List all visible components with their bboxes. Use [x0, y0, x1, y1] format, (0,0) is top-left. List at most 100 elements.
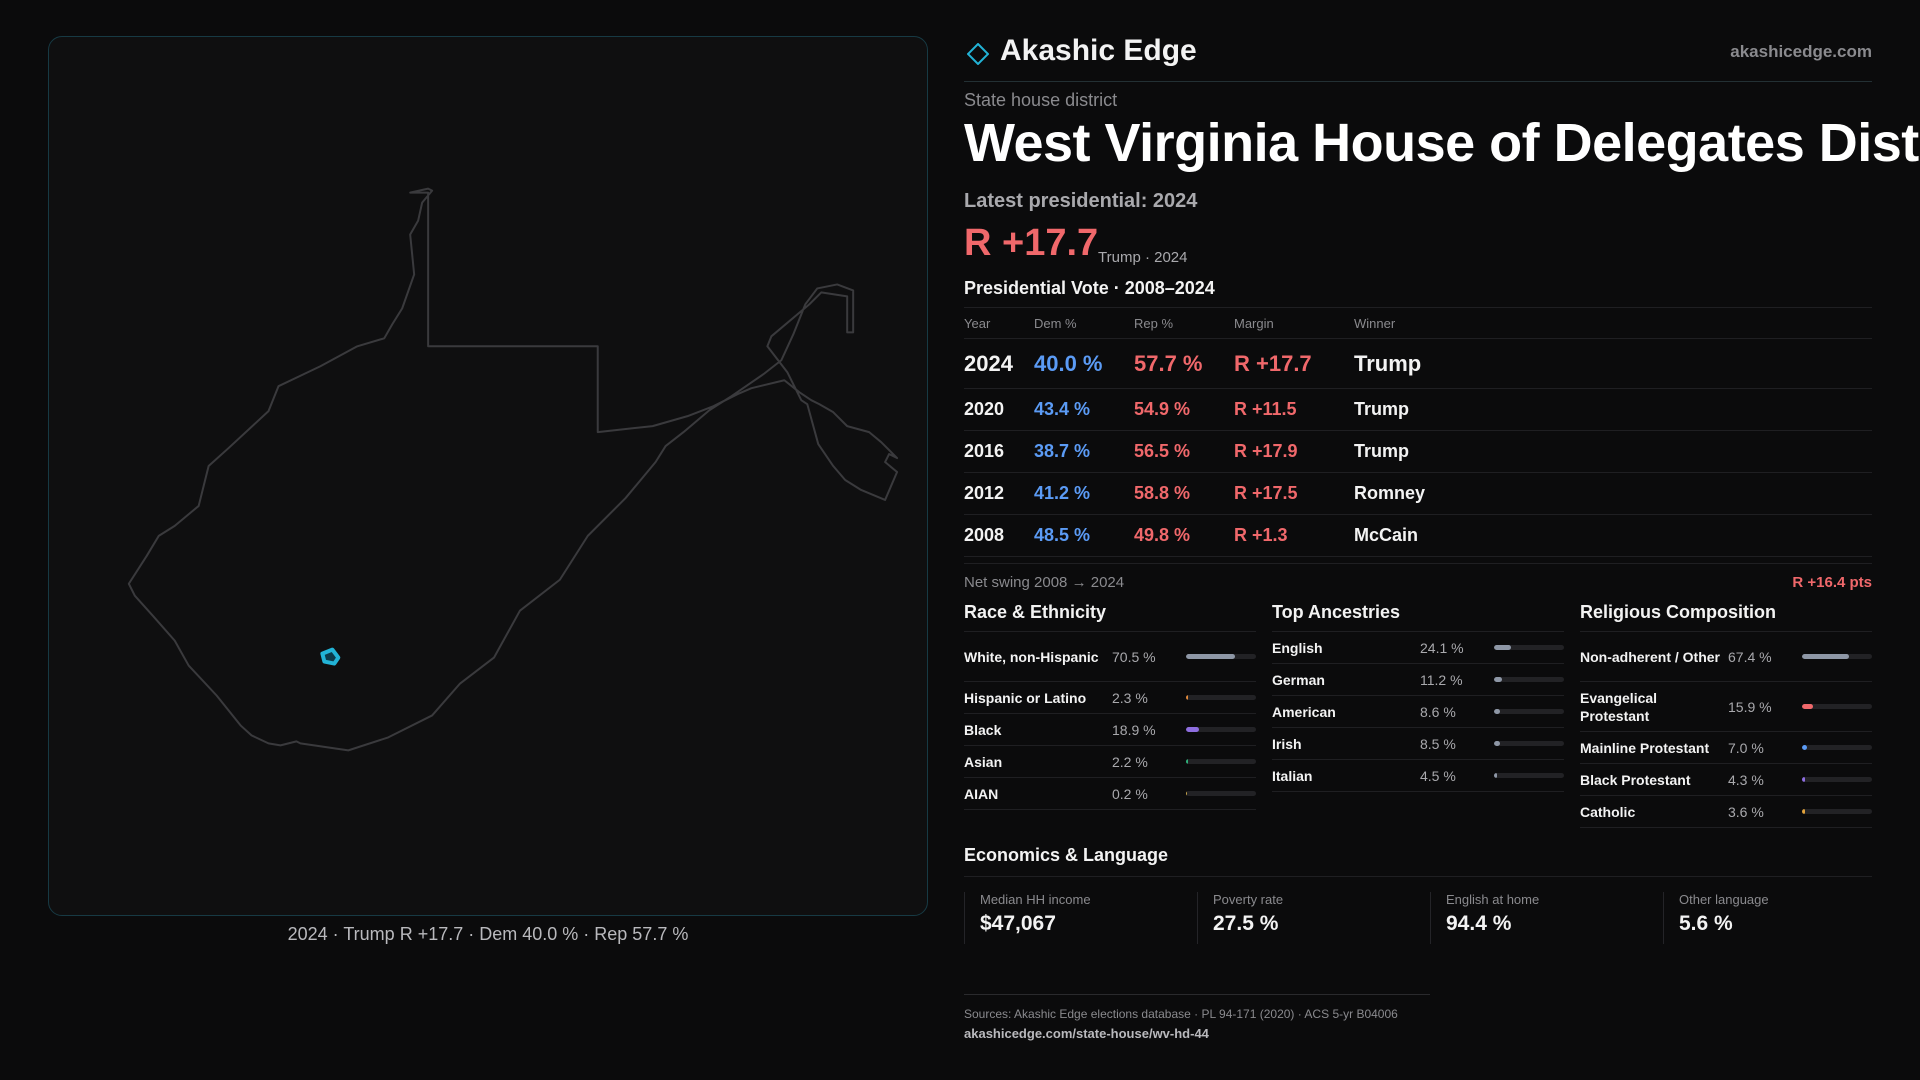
race-value: 0.2 % — [1112, 785, 1148, 802]
ancestry-label: Irish — [1272, 735, 1302, 752]
ancestry-section: Top Ancestries English 24.1 % German 11.… — [1272, 602, 1564, 792]
econ-label: Median HH income — [980, 892, 1091, 907]
religion-bar-fill — [1802, 744, 1807, 750]
race-label: Hispanic or Latino — [964, 689, 1087, 706]
religion-bar — [1802, 703, 1872, 709]
econ-label: English at home — [1446, 892, 1540, 907]
margin-cell: R +17.7 — [1234, 350, 1312, 376]
latest-presidential: Latest presidential: 2024 — [964, 190, 1198, 212]
map-caption: 2024 · Trump R +17.7 · Dem 40.0 % · Rep … — [287, 924, 689, 944]
religion-row: Black Protestant 4.3 % — [1580, 764, 1872, 796]
econ-stat: Other language 5.6 % — [1663, 892, 1872, 944]
page-title-wrap: West Virginia House of Delegates Distric… — [964, 112, 1920, 182]
rep-cell: 54.9 % — [1134, 399, 1191, 419]
table-header-row: Year Dem % Rep % Margin Winner — [964, 308, 1872, 339]
ancestry-label: English — [1272, 639, 1323, 656]
religion-row: Non-adherent / Other 67.4 % — [1580, 632, 1872, 682]
brand-url[interactable]: akashicedge.com — [1730, 42, 1872, 61]
table-row[interactable]: 2024 40.0 % 57.7 % R +17.7 Trump — [964, 339, 1872, 389]
rep-cell: 58.8 % — [1134, 483, 1191, 503]
religion-title: Religious Composition — [1580, 602, 1872, 632]
ancestry-value: 11.2 % — [1420, 671, 1463, 688]
religion-value: 7.0 % — [1728, 739, 1764, 756]
religion-row: Evangelical Protestant 15.9 % — [1580, 682, 1872, 732]
year-cell: 2008 — [964, 525, 1005, 545]
religion-bar — [1802, 653, 1872, 659]
ancestry-label: American — [1272, 703, 1336, 720]
religion-row: Mainline Protestant 7.0 % — [1580, 732, 1872, 764]
state-map[interactable] — [49, 37, 927, 915]
race-label: Asian — [964, 753, 1003, 770]
ancestry-row: American 8.6 % — [1272, 696, 1564, 728]
econ-value: $47,067 — [980, 912, 1056, 935]
brand-bar: Akashic Edge akashicedge.com — [964, 30, 1872, 82]
religion-bar-fill — [1802, 808, 1805, 814]
religion-value: 67.4 % — [1728, 648, 1772, 665]
ancestry-bar-fill — [1494, 644, 1511, 650]
rep-cell: 49.8 % — [1134, 525, 1191, 545]
ancestry-bar — [1494, 740, 1564, 746]
net-swing: Net swing 2008 → 2024 R +16.4 pts — [964, 563, 1872, 599]
econ-stat: Median HH income $47,067 — [964, 892, 1186, 944]
econ-label: Poverty rate — [1213, 892, 1284, 907]
table-row[interactable]: 2020 43.4 % 54.9 % R +11.5 Trump — [964, 389, 1872, 431]
year-cell: 2020 — [964, 399, 1005, 419]
year-cell: 2012 — [964, 483, 1005, 503]
religion-value: 15.9 % — [1728, 698, 1772, 715]
ancestry-bar — [1494, 772, 1564, 778]
dem-cell: 48.5 % — [1034, 525, 1091, 545]
ancestry-row: English 24.1 % — [1272, 632, 1564, 664]
race-row: AIAN 0.2 % — [964, 778, 1256, 810]
rep-cell: 57.7 % — [1134, 350, 1203, 376]
religion-bar-fill — [1802, 776, 1805, 782]
economics-title: Economics & Language — [964, 845, 1872, 877]
religion-bar — [1802, 808, 1872, 814]
map-panel[interactable] — [48, 36, 928, 916]
latest-margin: R +17.7 — [964, 222, 1099, 264]
religion-value: 4.3 % — [1728, 771, 1764, 788]
race-value: 70.5 % — [1112, 648, 1156, 665]
brand-name[interactable]: Akashic Edge — [1000, 34, 1197, 67]
race-row: Asian 2.2 % — [964, 746, 1256, 778]
table-row[interactable]: 2012 41.2 % 58.8 % R +17.5 Romney — [964, 473, 1872, 515]
margin-cell: R +17.5 — [1234, 483, 1298, 503]
page-title: West Virginia House of Delegates Distric… — [964, 113, 1920, 173]
table-row[interactable]: 2008 48.5 % 49.8 % R +1.3 McCain — [964, 515, 1872, 557]
column-header: Margin — [1234, 315, 1274, 331]
margin-cell: R +17.9 — [1234, 441, 1298, 461]
religion-bar — [1802, 776, 1872, 782]
race-bar-fill — [1186, 694, 1188, 700]
ancestry-row: Irish 8.5 % — [1272, 728, 1564, 760]
race-value: 18.9 % — [1112, 721, 1156, 738]
econ-value: 94.4 % — [1446, 912, 1512, 935]
diamond-logo-icon — [967, 43, 989, 65]
religion-bar — [1802, 744, 1872, 750]
source-link[interactable]: akashicedge.com/state-house/wv-hd-44 — [964, 1026, 1209, 1041]
dem-cell: 40.0 % — [1034, 350, 1103, 376]
econ-stat: Poverty rate 27.5 % — [1197, 892, 1419, 944]
margin-cell: R +1.3 — [1234, 525, 1288, 545]
latest-margin-sub: Trump · 2024 — [1098, 249, 1188, 266]
race-bar-fill — [1186, 726, 1200, 732]
race-label: White, non-Hispanic — [964, 648, 1099, 665]
table-row[interactable]: 2016 38.7 % 56.5 % R +17.9 Trump — [964, 431, 1872, 473]
net-swing-value: R +16.4 pts — [1792, 574, 1872, 591]
district-shape[interactable] — [320, 647, 341, 666]
column-header: Rep % — [1134, 315, 1174, 331]
race-bar — [1186, 653, 1256, 659]
presidential-table-title: Presidential Vote · 2008–2024 — [964, 278, 1215, 298]
race-bar-fill — [1186, 653, 1236, 659]
winner-cell: McCain — [1354, 525, 1419, 545]
race-section: Race & Ethnicity White, non-Hispanic 70.… — [964, 602, 1256, 810]
sources-note: Sources: Akashic Edge elections database… — [964, 994, 1430, 1021]
ancestry-bar-fill — [1494, 740, 1500, 746]
econ-label: Other language — [1679, 892, 1769, 907]
race-row: White, non-Hispanic 70.5 % — [964, 632, 1256, 682]
presidential-table: Year Dem % Rep % Margin Winner 2024 40.0… — [964, 307, 1872, 557]
dem-cell: 43.4 % — [1034, 399, 1091, 419]
race-row: Hispanic or Latino 2.3 % — [964, 682, 1256, 714]
race-value: 2.3 % — [1112, 689, 1148, 706]
winner-cell: Trump — [1354, 441, 1410, 461]
race-bar — [1186, 694, 1256, 700]
religion-row: Catholic 3.6 % — [1580, 796, 1872, 828]
